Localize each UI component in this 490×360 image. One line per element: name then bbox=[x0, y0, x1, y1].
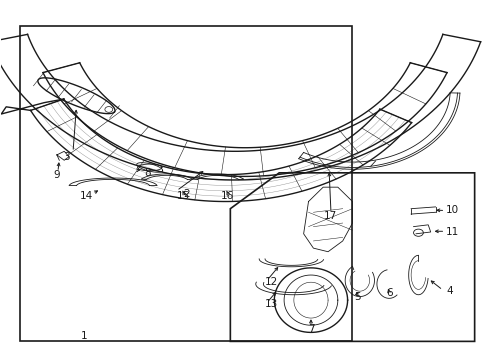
Text: 4: 4 bbox=[447, 286, 454, 296]
Text: 8: 8 bbox=[144, 168, 150, 178]
Text: 12: 12 bbox=[265, 277, 278, 287]
Text: 16: 16 bbox=[221, 191, 235, 201]
Text: 11: 11 bbox=[446, 227, 459, 237]
Text: 2: 2 bbox=[183, 189, 190, 199]
Text: 9: 9 bbox=[53, 170, 60, 180]
Text: 1: 1 bbox=[80, 331, 87, 341]
Bar bbox=[20, 26, 352, 341]
Text: 5: 5 bbox=[354, 292, 361, 302]
Text: 13: 13 bbox=[265, 299, 278, 309]
Text: 15: 15 bbox=[177, 191, 191, 201]
Text: 14: 14 bbox=[79, 191, 93, 201]
Text: 10: 10 bbox=[446, 206, 459, 216]
Text: 17: 17 bbox=[324, 211, 337, 221]
Text: 7: 7 bbox=[308, 324, 314, 334]
Text: 3: 3 bbox=[63, 152, 70, 162]
Text: 6: 6 bbox=[386, 288, 392, 298]
